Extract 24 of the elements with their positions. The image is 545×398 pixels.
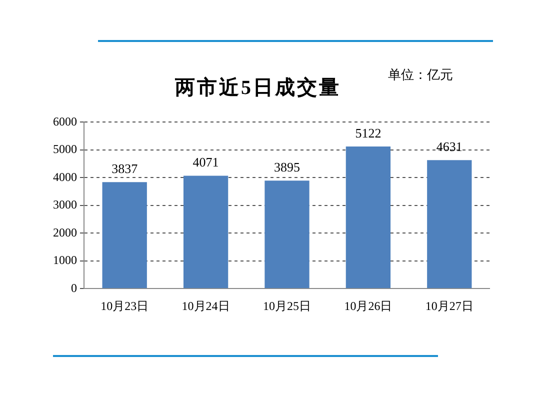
y-tick-label: 0 bbox=[71, 280, 77, 295]
data-label: 3837 bbox=[112, 161, 138, 176]
x-tick-label: 10月26日 bbox=[344, 298, 392, 313]
chart-title: 两市近5日成交量 bbox=[175, 77, 341, 99]
data-label: 3895 bbox=[274, 160, 300, 174]
y-tick-label: 6000 bbox=[53, 114, 77, 128]
bar bbox=[427, 160, 472, 288]
y-tick-label: 5000 bbox=[53, 142, 77, 156]
y-tick-label: 3000 bbox=[53, 198, 77, 212]
x-tick-label: 10月25日 bbox=[263, 298, 311, 313]
bar bbox=[183, 176, 228, 288]
x-tick-label: 10月27日 bbox=[425, 298, 474, 313]
bar bbox=[264, 180, 310, 288]
x-tick-label: 10月23日 bbox=[100, 298, 149, 313]
x-tick-label: 10月24日 bbox=[182, 298, 230, 313]
data-label: 5122 bbox=[355, 125, 382, 140]
y-tick-label: 4000 bbox=[53, 170, 77, 184]
text: 单位：亿元 bbox=[388, 66, 453, 84]
data-label: 4631 bbox=[436, 139, 462, 154]
bar bbox=[102, 182, 147, 288]
y-tick-label: 2000 bbox=[53, 225, 77, 240]
bar bbox=[346, 146, 391, 288]
y-tick-label: 1000 bbox=[53, 253, 77, 268]
data-label: 4071 bbox=[192, 154, 219, 170]
